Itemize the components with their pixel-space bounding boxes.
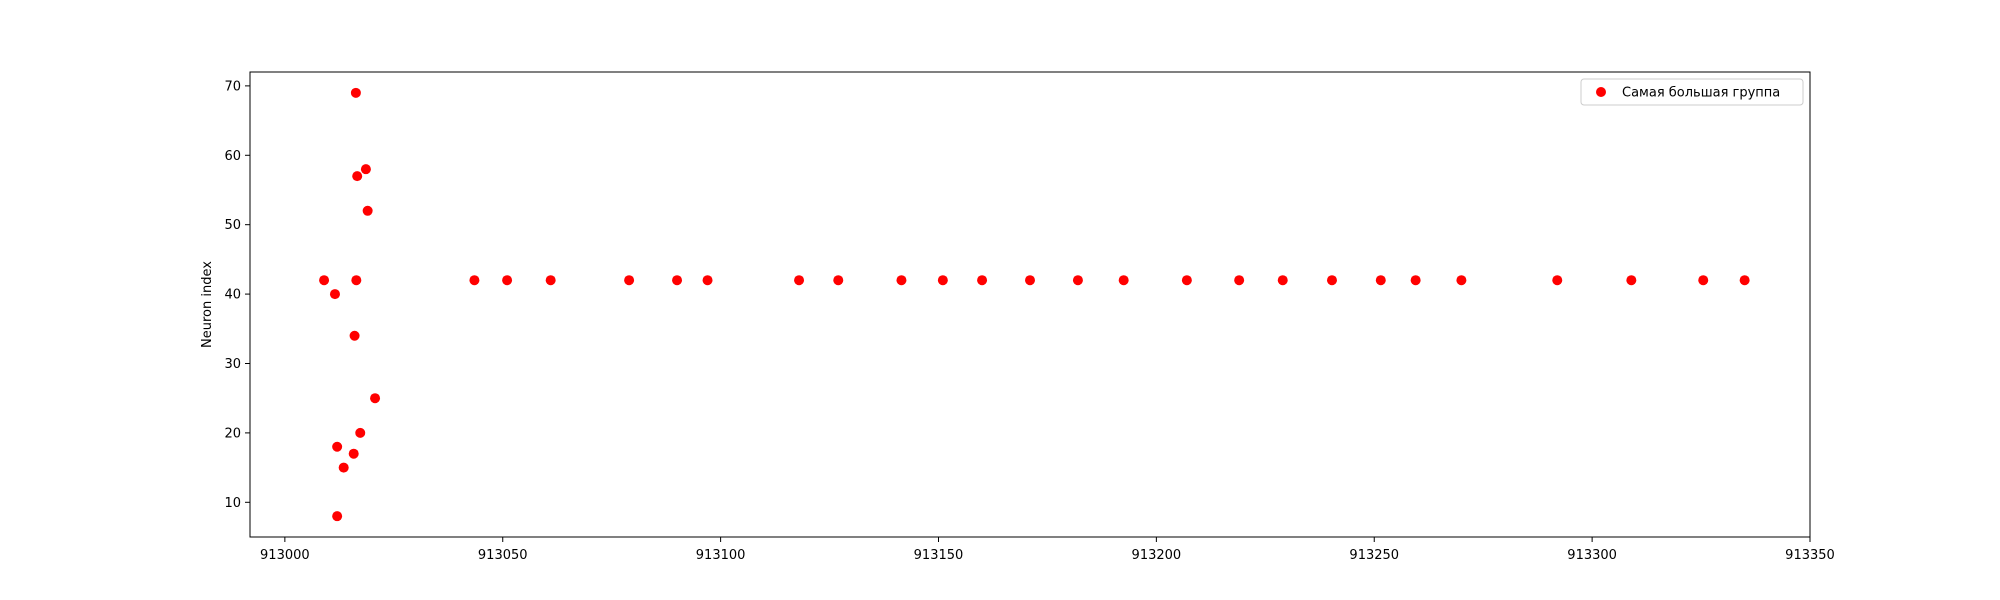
x-tick-label: 913200 xyxy=(1132,548,1182,563)
x-tick-label: 913350 xyxy=(1785,548,1835,563)
data-point xyxy=(339,463,349,473)
data-point xyxy=(355,428,365,438)
data-point xyxy=(672,275,682,285)
y-tick-label: 30 xyxy=(224,357,241,372)
x-tick-label: 913050 xyxy=(478,548,528,563)
data-point xyxy=(361,164,371,174)
data-point xyxy=(332,442,342,452)
data-point xyxy=(352,171,362,181)
x-tick-label: 913300 xyxy=(1567,548,1617,563)
data-point xyxy=(370,393,380,403)
legend-marker xyxy=(1596,87,1606,97)
data-point xyxy=(546,275,556,285)
data-point xyxy=(703,275,713,285)
data-point xyxy=(351,88,361,98)
y-tick-label: 70 xyxy=(224,79,241,94)
plot-area: 913000 913050 913100 913150 913200 913250 9133… xyxy=(224,72,1834,563)
data-point xyxy=(1456,275,1466,285)
data-point xyxy=(1376,275,1386,285)
data-point xyxy=(1234,275,1244,285)
axes-frame xyxy=(250,72,1810,537)
data-point xyxy=(1278,275,1288,285)
data-point xyxy=(502,275,512,285)
legend: Самая большая группа xyxy=(1581,79,1803,105)
data-point xyxy=(1073,275,1083,285)
data-point xyxy=(896,275,906,285)
legend-label: Самая большая группа xyxy=(1622,86,1780,101)
data-point xyxy=(1626,275,1636,285)
data-point xyxy=(1411,275,1421,285)
y-axis-ticks: 10 20 30 40 50 60 70 xyxy=(224,79,250,510)
y-tick-label: 50 xyxy=(224,218,241,233)
data-point xyxy=(1182,275,1192,285)
x-tick-label: 913250 xyxy=(1349,548,1399,563)
data-point xyxy=(1025,275,1035,285)
data-point xyxy=(469,275,479,285)
y-tick-label: 20 xyxy=(224,426,241,441)
data-point xyxy=(938,275,948,285)
data-points xyxy=(319,88,1750,521)
data-point xyxy=(349,449,359,459)
data-point xyxy=(332,511,342,521)
data-point xyxy=(330,289,340,299)
data-point xyxy=(1552,275,1562,285)
x-axis-ticks: 913000 913050 913100 913150 913200 913250 9133… xyxy=(260,537,1835,563)
data-point xyxy=(350,331,360,341)
data-point xyxy=(363,206,373,216)
data-point xyxy=(794,275,804,285)
data-point xyxy=(977,275,987,285)
y-axis-label: Neuron index xyxy=(200,261,215,348)
data-point xyxy=(1698,275,1708,285)
y-tick-label: 10 xyxy=(224,496,241,511)
x-tick-label: 913150 xyxy=(914,548,964,563)
data-point xyxy=(1327,275,1337,285)
data-point xyxy=(624,275,634,285)
data-point xyxy=(1740,275,1750,285)
x-tick-label: 913000 xyxy=(260,548,310,563)
data-point xyxy=(351,275,361,285)
y-tick-label: 60 xyxy=(224,149,241,164)
x-tick-label: 913100 xyxy=(696,548,746,563)
y-tick-label: 40 xyxy=(224,288,241,303)
data-point xyxy=(833,275,843,285)
data-point xyxy=(319,275,329,285)
data-point xyxy=(1119,275,1129,285)
